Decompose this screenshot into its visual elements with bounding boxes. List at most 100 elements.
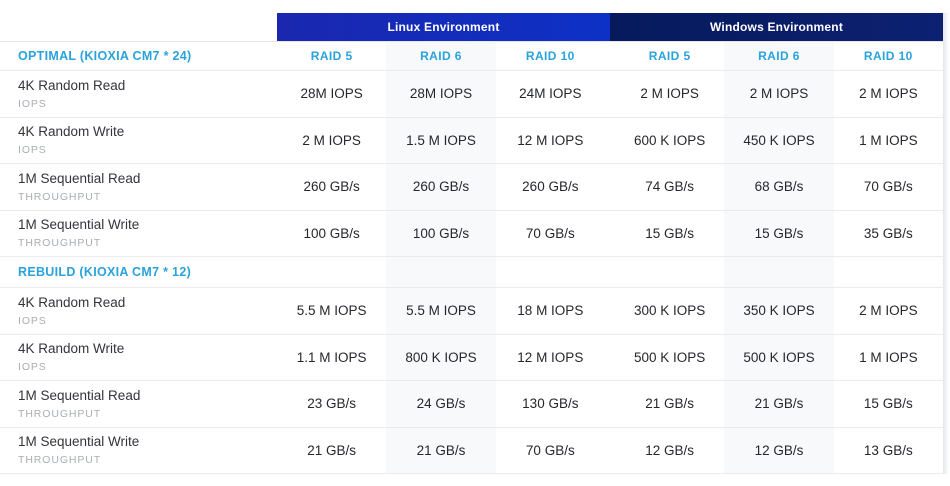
value-cell: 21 GB/s [724,381,834,427]
cell-value: 35 GB/s [863,225,913,241]
cell-value: 2 M IOPS [302,132,361,148]
value-cell: 15 GB/s [615,211,724,257]
cell-value: 70 GB/s [525,442,575,458]
cell-value: 23 GB/s [307,396,357,412]
cell-value: 21 GB/s [307,442,357,458]
section-header-row: OPTIMAL (KIOXIA CM7 * 24) RAID 5 RAID 6 RAI… [0,41,943,71]
value-cell: 23 GB/s [277,381,386,427]
linux-values-group: 5.5 M IOPS 5.5 M IOPS 18 M IOPS [277,288,605,334]
cell-value: 74 GB/s [645,179,695,195]
value-cell: 500 K IOPS [724,334,834,380]
value-cell: 15 GB/s [724,210,834,256]
linux-values-group: 1.1 M IOPS 800 K IOPS 12 M IOPS [277,334,605,381]
cell-value: 15 GB/s [863,396,913,412]
environment-group-gap [605,42,615,70]
value-cell: 12 GB/s [615,428,724,474]
cell-value: 15 GB/s [754,225,804,241]
value-cell: 450 K IOPS [724,117,834,163]
environment-header-row: Linux Environment Windows Environment [0,13,943,41]
cell-value: 2 M IOPS [859,303,918,319]
metric-name: 4K Random Write [18,124,125,140]
table-row: 4K Random Write IOPS 2 M IOPS 1.5 M IOPS 12 … [0,117,943,164]
value-cell: 300 K IOPS [615,288,724,334]
cell-value: 12 GB/s [754,442,804,458]
metric-unit-label: IOPS [18,144,47,157]
cell-value: 24 GB/s [416,396,466,412]
cell-value: 260 GB/s [412,179,470,195]
environment-group-gap [605,334,615,380]
environment-group-gap [605,427,615,473]
cell-value: 1 M IOPS [859,132,918,148]
value-cell: 70 GB/s [496,211,605,257]
linux-values-group: 28M IOPS 28M IOPS 24M IOPS [277,71,605,117]
table-row: 1M Sequential Write THROUGHPUT 21 GB/s 21 G… [0,427,943,474]
value-cell: 12 M IOPS [496,118,605,164]
value-cell: 21 GB/s [386,427,496,473]
value-cell: 24 GB/s [386,381,496,427]
cell-value: 2 M IOPS [640,86,699,102]
value-cell: 350 K IOPS [724,288,834,334]
raid-column-label: RAID 6 [420,49,462,63]
cell-value: 2 M IOPS [749,86,809,102]
section-label: REBUILD (KIOXIA CM7 * 12) [0,257,277,287]
value-cell: 21 GB/s [615,381,724,427]
value-cell: 74 GB/s [615,164,724,210]
metric-cell: 4K Random Read IOPS [0,71,277,117]
cell-value: 21 GB/s [416,442,466,458]
cell-value: 13 GB/s [863,442,913,458]
table-row: 1M Sequential Read THROUGHPUT 260 GB/s 260 … [0,164,943,211]
raid-column-header-cell [834,257,943,287]
raid-column-label: RAID 5 [310,49,353,63]
metric-name: 1M Sequential Write [18,434,140,450]
raid-column-header-cell [724,257,834,287]
cell-value: 600 K IOPS [634,132,706,148]
cell-value: 12 M IOPS [517,349,584,365]
cell-value: 5.5 M IOPS [296,303,367,319]
metric-name: 1M Sequential Read [18,387,141,403]
value-cell: 2 M IOPS [834,288,943,334]
table-row: 1M Sequential Write THROUGHPUT 100 GB/s 100… [0,210,943,257]
cell-value: 15 GB/s [645,225,695,241]
linux-raid-header-group [277,257,605,287]
windows-values-group: 500 K IOPS 500 K IOPS 1 M IOPS [615,334,943,380]
metric-unit-label: IOPS [18,314,47,327]
value-cell: 800 K IOPS [386,334,496,380]
windows-values-group: 2 M IOPS 2 M IOPS 2 M IOPS [615,71,943,117]
metric-cell: 4K Random Read IOPS [0,288,277,334]
value-cell: 28M IOPS [277,71,386,117]
cell-value: 12 GB/s [645,442,695,458]
environment-group-gap [605,257,615,287]
environment-group-gap [605,117,615,163]
value-cell: 260 GB/s [386,164,496,210]
linux-values-group: 23 GB/s 24 GB/s 130 GB/s [277,381,605,427]
cell-value: 260 GB/s [303,179,360,195]
value-cell: 68 GB/s [724,164,834,210]
raid-column-header-cell [496,257,605,287]
value-cell: 70 GB/s [834,164,943,210]
cell-value: 70 GB/s [863,179,913,195]
section-label: OPTIMAL (KIOXIA CM7 * 24) [0,42,277,70]
value-cell: 13 GB/s [834,428,943,474]
cell-value: 2 M IOPS [859,86,918,102]
table-row: 4K Random Write IOPS 1.1 M IOPS 800 K IOPS 1… [0,334,943,381]
cell-value: 260 GB/s [522,179,579,195]
value-cell: 2 M IOPS [277,118,386,164]
value-cell: 12 M IOPS [496,335,605,381]
metric-cell: 1M Sequential Read THROUGHPUT [0,164,277,210]
cell-value: 28M IOPS [409,86,473,102]
table-body: OPTIMAL (KIOXIA CM7 * 24) RAID 5 RAID 6 RAI… [0,41,950,474]
cell-value: 1 M IOPS [859,349,918,365]
table-row: 4K Random Read IOPS 5.5 M IOPS 5.5 M IOPS 18… [0,288,943,335]
metric-unit-label: IOPS [18,97,47,110]
value-cell: 24M IOPS [496,71,605,117]
raid-column-label: RAID 6 [758,49,800,63]
environment-group-gap [605,71,615,117]
linux-values-group: 2 M IOPS 1.5 M IOPS 12 M IOPS [277,117,605,164]
windows-values-group: 74 GB/s 68 GB/s 70 GB/s [615,164,943,210]
metric-name: 4K Random Read [18,77,126,93]
cell-value: 500 K IOPS [743,349,815,365]
cell-value: 12 M IOPS [517,132,584,148]
metric-unit-label: THROUGHPUT [18,237,102,250]
value-cell: 600 K IOPS [615,118,724,164]
cell-value: 500 K IOPS [634,349,706,365]
